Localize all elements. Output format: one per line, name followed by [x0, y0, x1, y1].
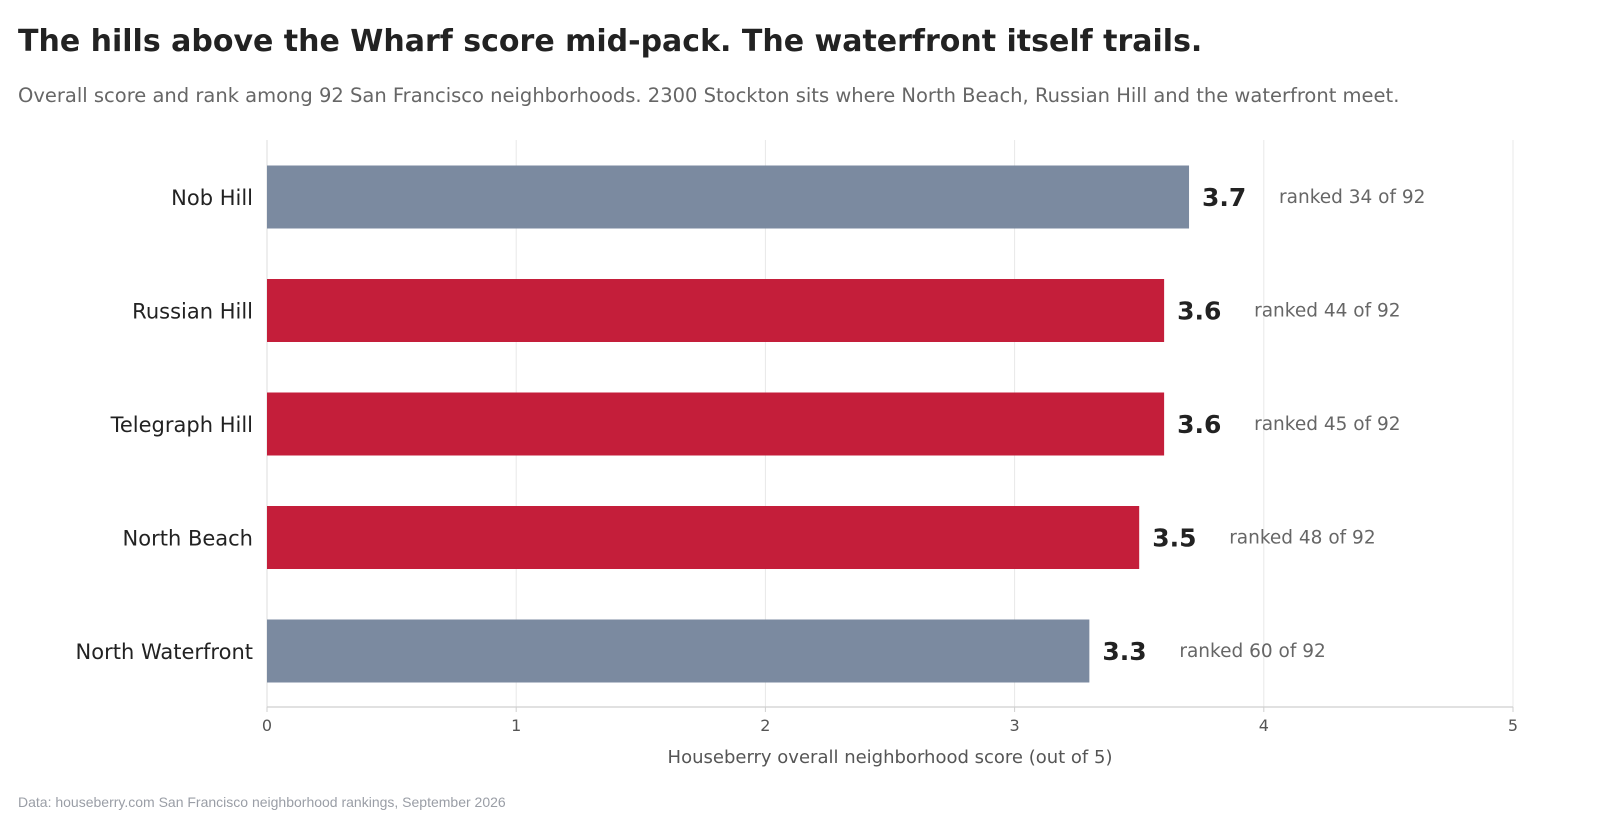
- bar: [267, 279, 1165, 342]
- x-tick-label: 5: [1508, 716, 1518, 735]
- bar: [267, 165, 1190, 229]
- category-label: Russian Hill: [132, 300, 253, 324]
- bar: [267, 619, 1090, 683]
- x-tick-label: 1: [511, 716, 521, 735]
- rank-label: ranked 45 of 92: [1254, 414, 1400, 435]
- value-label: 3.6: [1177, 297, 1221, 326]
- category-label: North Beach: [123, 527, 253, 551]
- x-tick-label: 3: [1010, 716, 1020, 735]
- value-label: 3.6: [1177, 410, 1221, 439]
- x-tick-label: 0: [262, 716, 272, 735]
- category-label: Telegraph Hill: [110, 413, 253, 437]
- data-source-note: Data: houseberry.com San Francisco neigh…: [18, 794, 506, 810]
- category-label: North Waterfront: [76, 640, 253, 664]
- x-tick-label: 4: [1259, 716, 1269, 735]
- rank-label: ranked 60 of 92: [1179, 641, 1325, 662]
- chart-subtitle: Overall score and rank among 92 San Fran…: [18, 84, 1400, 107]
- bar: [267, 392, 1165, 456]
- category-label: Nob Hill: [171, 186, 253, 210]
- value-label: 3.7: [1202, 183, 1246, 212]
- value-label: 3.5: [1152, 524, 1196, 553]
- x-tick-label: 2: [760, 716, 770, 735]
- value-label: 3.3: [1102, 637, 1146, 666]
- rank-label: ranked 48 of 92: [1229, 528, 1375, 549]
- rank-label: ranked 44 of 92: [1254, 301, 1400, 322]
- bar: [267, 506, 1140, 569]
- chart-title: The hills above the Wharf score mid-pack…: [18, 24, 1203, 59]
- x-axis-label: Houseberry overall neighborhood score (o…: [668, 747, 1113, 768]
- rank-label: ranked 34 of 92: [1279, 187, 1425, 208]
